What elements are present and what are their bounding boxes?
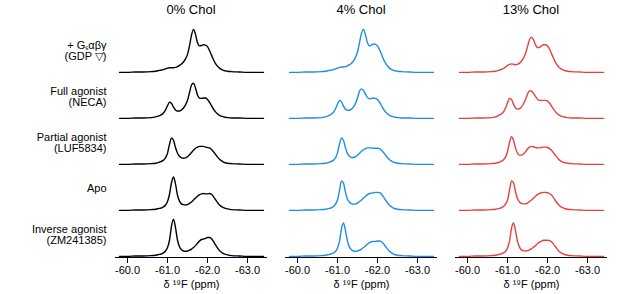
svg-text:Apo: Apo [87,182,107,194]
svg-text:Full agonist(NECA): Full agonist(NECA) [50,85,106,108]
svg-text:-61.0: -61.0 [495,264,520,276]
svg-text:δ ¹⁹F (ppm): δ ¹⁹F (ppm) [163,278,219,290]
svg-text:δ ¹⁹F (ppm): δ ¹⁹F (ppm) [503,278,559,290]
svg-text:+ Gₛαβγ(GDP ▽): + Gₛαβγ(GDP ▽) [64,39,107,62]
svg-text:-62.0: -62.0 [535,264,560,276]
svg-text:-60.0: -60.0 [285,264,310,276]
svg-text:-60.0: -60.0 [455,264,480,276]
svg-text:-62.0: -62.0 [365,264,390,276]
svg-text:-61.0: -61.0 [325,264,350,276]
svg-text:-61.0: -61.0 [155,264,180,276]
svg-text:-62.0: -62.0 [195,264,220,276]
html-text:0% Chol: 0% Chol [166,2,216,17]
svg-text:-63.0: -63.0 [405,264,430,276]
svg-text:Inverse agonist(ZM241385): Inverse agonist(ZM241385) [32,223,107,246]
svg-text:δ ¹⁹F (ppm): δ ¹⁹F (ppm) [333,278,389,290]
svg-text:Partial agonist(LUF5834): Partial agonist(LUF5834) [37,131,107,154]
html-text:4% Chol: 4% Chol [336,2,386,17]
svg-text:-63.0: -63.0 [575,264,600,276]
svg-text:-60.0: -60.0 [115,264,140,276]
svg-text:-63.0: -63.0 [235,264,260,276]
html-text:13% Chol: 13% Chol [502,2,560,17]
